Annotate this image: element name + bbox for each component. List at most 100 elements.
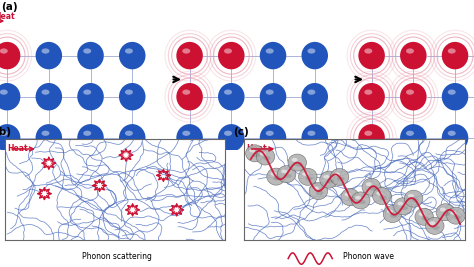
Ellipse shape — [224, 131, 232, 136]
Ellipse shape — [309, 183, 328, 200]
Ellipse shape — [432, 225, 440, 230]
Ellipse shape — [440, 208, 446, 211]
Ellipse shape — [0, 48, 8, 54]
Ellipse shape — [319, 171, 338, 188]
Ellipse shape — [358, 124, 385, 152]
Ellipse shape — [422, 216, 429, 221]
Ellipse shape — [260, 83, 286, 111]
Ellipse shape — [299, 168, 317, 185]
Ellipse shape — [224, 48, 232, 54]
Text: Heat: Heat — [246, 144, 267, 153]
Ellipse shape — [400, 83, 427, 111]
Ellipse shape — [415, 208, 433, 225]
Ellipse shape — [406, 48, 414, 54]
Ellipse shape — [42, 89, 49, 95]
Ellipse shape — [330, 168, 349, 186]
Ellipse shape — [263, 156, 271, 160]
Ellipse shape — [369, 186, 376, 191]
Ellipse shape — [77, 124, 104, 152]
Ellipse shape — [271, 172, 276, 176]
Ellipse shape — [308, 89, 315, 95]
Ellipse shape — [313, 186, 319, 190]
Ellipse shape — [176, 83, 203, 111]
Ellipse shape — [327, 179, 334, 183]
Ellipse shape — [442, 124, 468, 152]
Ellipse shape — [292, 158, 298, 162]
Ellipse shape — [176, 124, 203, 152]
Ellipse shape — [260, 42, 286, 69]
Ellipse shape — [411, 198, 419, 202]
Text: (c): (c) — [233, 127, 249, 137]
Ellipse shape — [266, 131, 273, 136]
Ellipse shape — [362, 178, 381, 195]
Ellipse shape — [182, 48, 190, 54]
Ellipse shape — [36, 42, 62, 69]
Ellipse shape — [0, 131, 8, 136]
Ellipse shape — [125, 48, 133, 54]
Ellipse shape — [447, 207, 465, 224]
Ellipse shape — [400, 42, 427, 69]
Ellipse shape — [119, 124, 146, 152]
Ellipse shape — [218, 124, 245, 152]
Ellipse shape — [334, 172, 340, 176]
Ellipse shape — [246, 145, 264, 162]
Ellipse shape — [83, 89, 91, 95]
Ellipse shape — [182, 131, 190, 136]
Text: Phonon scattering: Phonon scattering — [82, 253, 152, 261]
Ellipse shape — [218, 83, 245, 111]
Ellipse shape — [387, 209, 393, 213]
Ellipse shape — [400, 124, 427, 152]
Ellipse shape — [454, 215, 461, 219]
Ellipse shape — [408, 194, 414, 198]
Ellipse shape — [256, 148, 275, 165]
Ellipse shape — [83, 48, 91, 54]
Ellipse shape — [83, 131, 91, 136]
Ellipse shape — [351, 192, 370, 209]
Ellipse shape — [284, 174, 292, 178]
Ellipse shape — [119, 42, 146, 69]
Ellipse shape — [380, 195, 387, 200]
Ellipse shape — [125, 89, 133, 95]
Ellipse shape — [394, 198, 412, 215]
Ellipse shape — [0, 42, 20, 69]
Ellipse shape — [308, 48, 315, 54]
Ellipse shape — [358, 42, 385, 69]
Ellipse shape — [249, 149, 255, 152]
Ellipse shape — [316, 191, 323, 195]
Ellipse shape — [348, 197, 355, 201]
Ellipse shape — [337, 176, 345, 181]
Ellipse shape — [0, 124, 20, 152]
Ellipse shape — [36, 124, 62, 152]
Ellipse shape — [288, 154, 307, 171]
Ellipse shape — [355, 196, 361, 200]
Ellipse shape — [77, 42, 104, 69]
Ellipse shape — [224, 89, 232, 95]
Text: Phonon wave: Phonon wave — [343, 253, 394, 261]
Ellipse shape — [301, 83, 328, 111]
Ellipse shape — [365, 89, 372, 95]
Ellipse shape — [419, 212, 425, 216]
Ellipse shape — [436, 204, 455, 221]
Text: Heat: Heat — [7, 144, 27, 153]
Ellipse shape — [260, 152, 266, 156]
Ellipse shape — [406, 131, 414, 136]
Ellipse shape — [365, 182, 372, 186]
Ellipse shape — [42, 48, 49, 54]
Ellipse shape — [253, 153, 260, 157]
Ellipse shape — [119, 83, 146, 111]
Ellipse shape — [277, 166, 296, 183]
Ellipse shape — [429, 221, 435, 225]
Text: (a): (a) — [1, 2, 18, 12]
Ellipse shape — [42, 131, 49, 136]
Ellipse shape — [176, 42, 203, 69]
Ellipse shape — [358, 83, 385, 111]
Ellipse shape — [182, 89, 190, 95]
Ellipse shape — [323, 175, 329, 179]
Ellipse shape — [397, 202, 403, 206]
Ellipse shape — [77, 83, 104, 111]
Ellipse shape — [401, 206, 408, 210]
Ellipse shape — [308, 131, 315, 136]
Ellipse shape — [306, 176, 313, 181]
Ellipse shape — [301, 124, 328, 152]
Ellipse shape — [266, 48, 273, 54]
